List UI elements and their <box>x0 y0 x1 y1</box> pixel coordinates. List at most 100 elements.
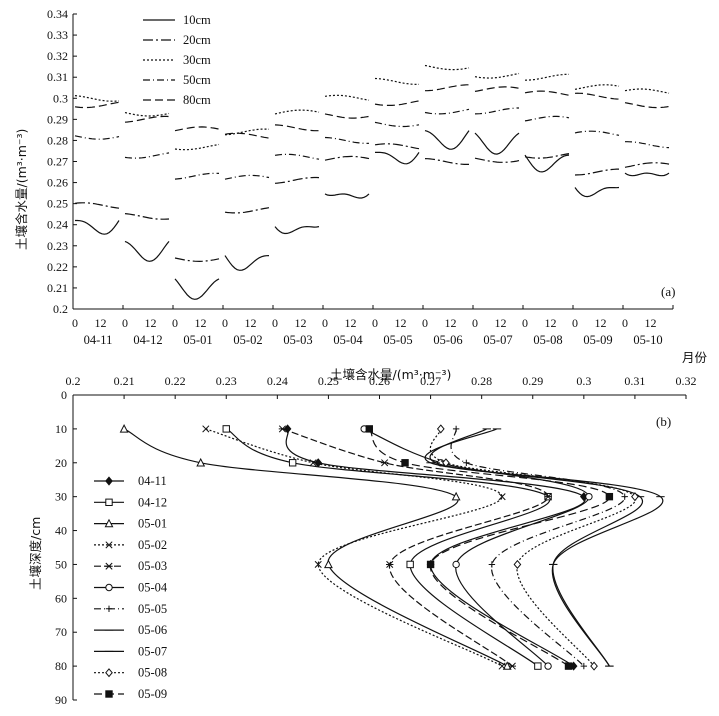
series-line-10cm-05-09 <box>574 186 620 198</box>
data-point-05-08 <box>442 458 450 468</box>
x-tick-label-day: 12 <box>195 316 207 330</box>
series-line-30cm-05-02 <box>224 128 270 136</box>
series-line-80cm-05-08 <box>524 90 570 96</box>
panel-a-legend: 10cm 20cm 30cm 50cm 80cm <box>143 13 211 107</box>
legend-label: 05-07 <box>138 644 167 658</box>
x-tick-label-day: 0 <box>372 316 378 330</box>
series-line-20cm-05-01 <box>174 257 220 263</box>
series-line-20cm-05-07 <box>474 157 520 163</box>
series-line-30cm-04-12 <box>124 112 170 117</box>
series-line-50cm-05-10 <box>625 141 670 149</box>
data-point-05-04 <box>544 662 552 670</box>
series-line-50cm-04-12 <box>124 152 170 159</box>
x-tick-label: 0.2 <box>66 374 81 388</box>
legend-marker <box>104 518 114 528</box>
x-tick-label-day: 12 <box>245 316 257 330</box>
data-point-05-02 <box>309 459 317 467</box>
legend-label: 05-03 <box>138 559 167 573</box>
series-line-50cm-05-02 <box>224 174 270 180</box>
panel-b-legend: 04-11 04-12 05-01 05-02 05-03 05-04 05-05 05-06… <box>94 474 168 701</box>
legend-marker <box>105 476 113 486</box>
y-tick-label: 0.3 <box>53 91 68 105</box>
data-point-05-09 <box>426 560 435 569</box>
y-tick-label: 10 <box>55 422 67 436</box>
series-line-20cm-05-03 <box>274 176 320 184</box>
legend-label: 20cm <box>183 33 211 47</box>
panel-a-y-axis-label: 土壤含水量/(m³·m⁻³) <box>14 129 29 250</box>
y-tick-label: 0.25 <box>47 197 68 211</box>
series-line-80cm-05-06 <box>425 84 469 92</box>
x-tick-label: 0.23 <box>216 374 237 388</box>
series-line-80cm-04-12 <box>124 115 170 123</box>
x-tick-label: 0.29 <box>522 374 543 388</box>
panel-a-x-axis-label: 月份 <box>682 350 708 365</box>
data-point-05-02 <box>314 560 322 568</box>
y-tick-label: 0.29 <box>47 112 68 126</box>
x-tick-label: 0.28 <box>471 374 492 388</box>
x-tick-label-day: 12 <box>395 316 407 330</box>
data-point-04-12 <box>222 425 230 433</box>
profile-line-05-04 <box>363 428 590 667</box>
x-tick-label-day: 0 <box>422 316 428 330</box>
y-tick-label: 0 <box>61 388 67 402</box>
y-tick-label: 60 <box>55 591 67 605</box>
profile-line-05-07 <box>429 428 644 667</box>
x-tick-label-day: 12 <box>145 316 157 330</box>
data-point-05-09 <box>564 662 573 670</box>
series-line-20cm-05-02 <box>224 207 270 214</box>
x-tick-label-day: 12 <box>345 316 357 330</box>
y-tick-label: 0.27 <box>47 155 68 169</box>
x-tick-label-day: 12 <box>295 316 307 330</box>
series-line-20cm-05-08 <box>524 153 570 159</box>
legend-label: 05-08 <box>138 666 167 680</box>
series-line-50cm-05-03 <box>274 153 320 160</box>
x-tick-label-month: 05-08 <box>533 333 562 347</box>
series-line-20cm-05-10 <box>624 162 670 168</box>
series-line-80cm-05-10 <box>624 102 670 109</box>
data-point-05-05 <box>621 493 628 500</box>
profile-line-05-06 <box>424 428 664 667</box>
x-tick-label-month: 05-06 <box>433 333 462 347</box>
data-point-05-01 <box>119 423 129 433</box>
series-line-30cm-05-09 <box>574 84 620 90</box>
series-line-20cm-05-06 <box>424 158 469 165</box>
series-line-10cm-04-12 <box>124 240 170 262</box>
legend-marker <box>105 583 113 592</box>
legend-label: 04-11 <box>138 474 167 488</box>
x-tick-label-month: 05-07 <box>483 333 512 347</box>
data-point-05-02 <box>498 493 506 501</box>
x-tick-label-day: 0 <box>272 316 278 330</box>
series-line-80cm-05-04 <box>324 113 370 119</box>
x-tick-label-day: 12 <box>645 316 657 330</box>
series-line-20cm-04-12 <box>124 213 170 220</box>
x-tick-label-month: 05-01 <box>183 333 212 347</box>
x-tick-label-month: 05-05 <box>383 333 412 347</box>
panel-b-x-axis-label: 土壤含水量/(m³·m⁻³) <box>330 367 451 382</box>
series-line-10cm-04-11 <box>75 219 120 235</box>
x-tick-label: 0.32 <box>676 374 697 388</box>
series-line-80cm-04-11 <box>74 101 120 109</box>
series-line-80cm-05-01 <box>174 126 220 132</box>
y-tick-label: 80 <box>55 659 67 673</box>
legend-label: 05-02 <box>138 538 167 552</box>
x-tick-label-day: 12 <box>445 316 457 330</box>
data-point-05-05 <box>452 425 460 433</box>
data-point-05-08 <box>436 424 445 434</box>
legend-marker <box>105 541 113 549</box>
y-tick-label: 0.31 <box>47 70 68 84</box>
y-tick-label: 0.28 <box>47 133 68 147</box>
series-line-10cm-05-07 <box>474 132 520 155</box>
data-point-05-08 <box>631 492 639 502</box>
y-tick-label: 0.34 <box>47 7 68 21</box>
legend-marker <box>105 668 113 678</box>
data-point-05-02 <box>202 425 210 433</box>
data-point-05-08 <box>513 559 522 570</box>
panel-b-y-axis-label: 土壤深度/cm <box>28 517 43 590</box>
x-tick-label: 0.3 <box>576 374 591 388</box>
x-tick-label-day: 0 <box>472 316 478 330</box>
data-point-05-05 <box>580 662 588 670</box>
panel-a-series-lines <box>74 64 670 300</box>
series-line-30cm-05-10 <box>624 88 670 94</box>
series-line-10cm-05-02 <box>224 255 270 271</box>
